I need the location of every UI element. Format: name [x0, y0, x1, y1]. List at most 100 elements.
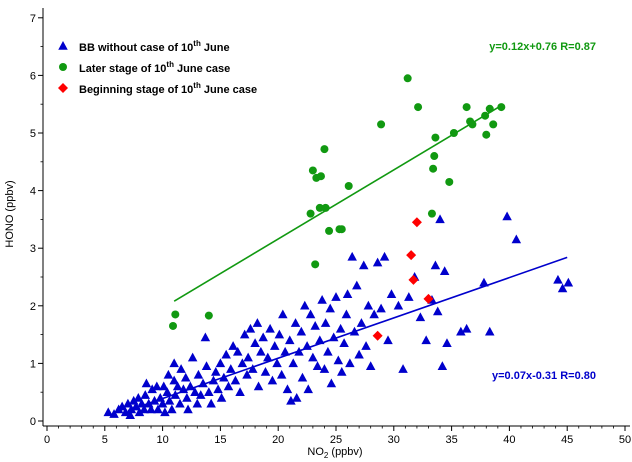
bb-point	[484, 326, 495, 336]
later-stage-point	[204, 311, 213, 320]
bb-point	[131, 401, 141, 411]
bb-point	[230, 375, 241, 385]
bb-point	[206, 398, 216, 408]
bb-point	[125, 410, 135, 419]
bb-point	[265, 323, 275, 333]
bb-point	[235, 387, 245, 396]
bb-point	[157, 398, 168, 408]
bb-point	[208, 375, 219, 385]
bb-point	[456, 326, 466, 336]
bb-point	[479, 277, 489, 287]
later-stage-point	[311, 260, 320, 269]
legend-diamond-marker	[58, 83, 68, 93]
later-stage-point	[316, 172, 325, 181]
bb-point	[331, 292, 341, 301]
bb-point	[317, 295, 327, 304]
later-stage-point	[344, 181, 353, 190]
later-stage-point	[308, 166, 317, 175]
bb-point	[300, 300, 310, 310]
legend-triangle-marker	[58, 41, 68, 50]
legend-label-beginning-rest: June case	[201, 84, 257, 96]
bb-point	[237, 358, 248, 368]
bb-point	[511, 234, 522, 244]
bb-point	[345, 358, 355, 368]
bb-point	[192, 398, 203, 408]
bb-point	[280, 346, 290, 356]
legend-label-bb-main: BB without case of 10	[79, 42, 193, 54]
bb-point	[319, 364, 330, 373]
bb-point	[286, 395, 296, 405]
bb-point	[439, 266, 450, 275]
bb-point	[232, 346, 243, 356]
beginning-stage-point	[408, 274, 419, 285]
bb-point	[437, 361, 448, 371]
bb-point	[372, 257, 383, 267]
later-stage-point	[481, 111, 490, 120]
later-stage-point	[468, 120, 477, 129]
later-stage-point	[430, 152, 439, 161]
bb-point	[308, 352, 318, 362]
bb-point	[195, 390, 206, 399]
bb-point	[133, 392, 144, 402]
bb-point	[432, 306, 443, 316]
bb-point	[140, 390, 151, 399]
bb-point	[103, 407, 114, 417]
legend-label-bb: BB without case of 10th June	[79, 39, 230, 54]
bb-point	[358, 260, 369, 270]
bb-point	[126, 404, 137, 414]
bb-point	[260, 367, 271, 376]
bb-point	[337, 367, 347, 376]
bb-point	[134, 407, 145, 417]
x-tick-label: 25	[330, 434, 342, 446]
y-tick-label: 5	[30, 128, 36, 140]
later-stage-point	[431, 133, 440, 142]
x-tick-label: 50	[619, 434, 631, 446]
bb-point	[146, 404, 156, 414]
later-stage-point	[485, 104, 494, 113]
later-stage-point	[337, 225, 346, 234]
bb-point	[294, 346, 304, 356]
later-stage-point	[306, 209, 315, 218]
bb-point	[341, 309, 352, 319]
bb-point	[178, 384, 189, 394]
bb-point	[320, 318, 331, 327]
bb-point	[393, 300, 404, 310]
x-axis-title-unit: (ppbv)	[328, 446, 362, 458]
later-stage-point	[169, 321, 178, 330]
bb-point	[228, 341, 238, 350]
bb-point	[175, 398, 185, 408]
bb-point	[430, 260, 441, 270]
bb-point	[211, 367, 221, 376]
bb-point	[404, 292, 414, 301]
bb-point	[117, 401, 127, 411]
x-tick-label: 45	[561, 434, 573, 446]
bb-point	[442, 338, 452, 347]
bb-point	[152, 381, 162, 391]
x-tick-label: 15	[214, 434, 226, 446]
bb-point	[326, 378, 337, 388]
y-tick-label: 6	[30, 70, 36, 82]
bb-point	[139, 404, 149, 414]
bb-point	[312, 361, 323, 371]
x-tick-label: 30	[388, 434, 400, 446]
later-stage-point	[171, 310, 180, 319]
bb-point	[162, 387, 172, 396]
fit-equation-bb: y=0.07x-0.31 R=0.80	[492, 370, 596, 382]
x-tick-label: 20	[272, 434, 284, 446]
y-axis-title: HONO (ppbv)	[4, 180, 16, 247]
bb-point	[342, 289, 353, 299]
bb-point	[267, 375, 278, 385]
bb-point	[276, 369, 287, 379]
bb-point	[163, 369, 174, 379]
bb-point	[269, 341, 280, 350]
bb-point	[369, 309, 379, 319]
bb-point	[563, 277, 574, 287]
bb-point	[256, 346, 266, 356]
bb-point	[557, 283, 568, 293]
legend: BB without case of 10th June Later stage…	[58, 39, 257, 96]
bb-point	[180, 372, 191, 382]
bb-point	[204, 387, 214, 396]
beginning-stage-point	[411, 217, 422, 228]
bb-point	[226, 364, 236, 373]
